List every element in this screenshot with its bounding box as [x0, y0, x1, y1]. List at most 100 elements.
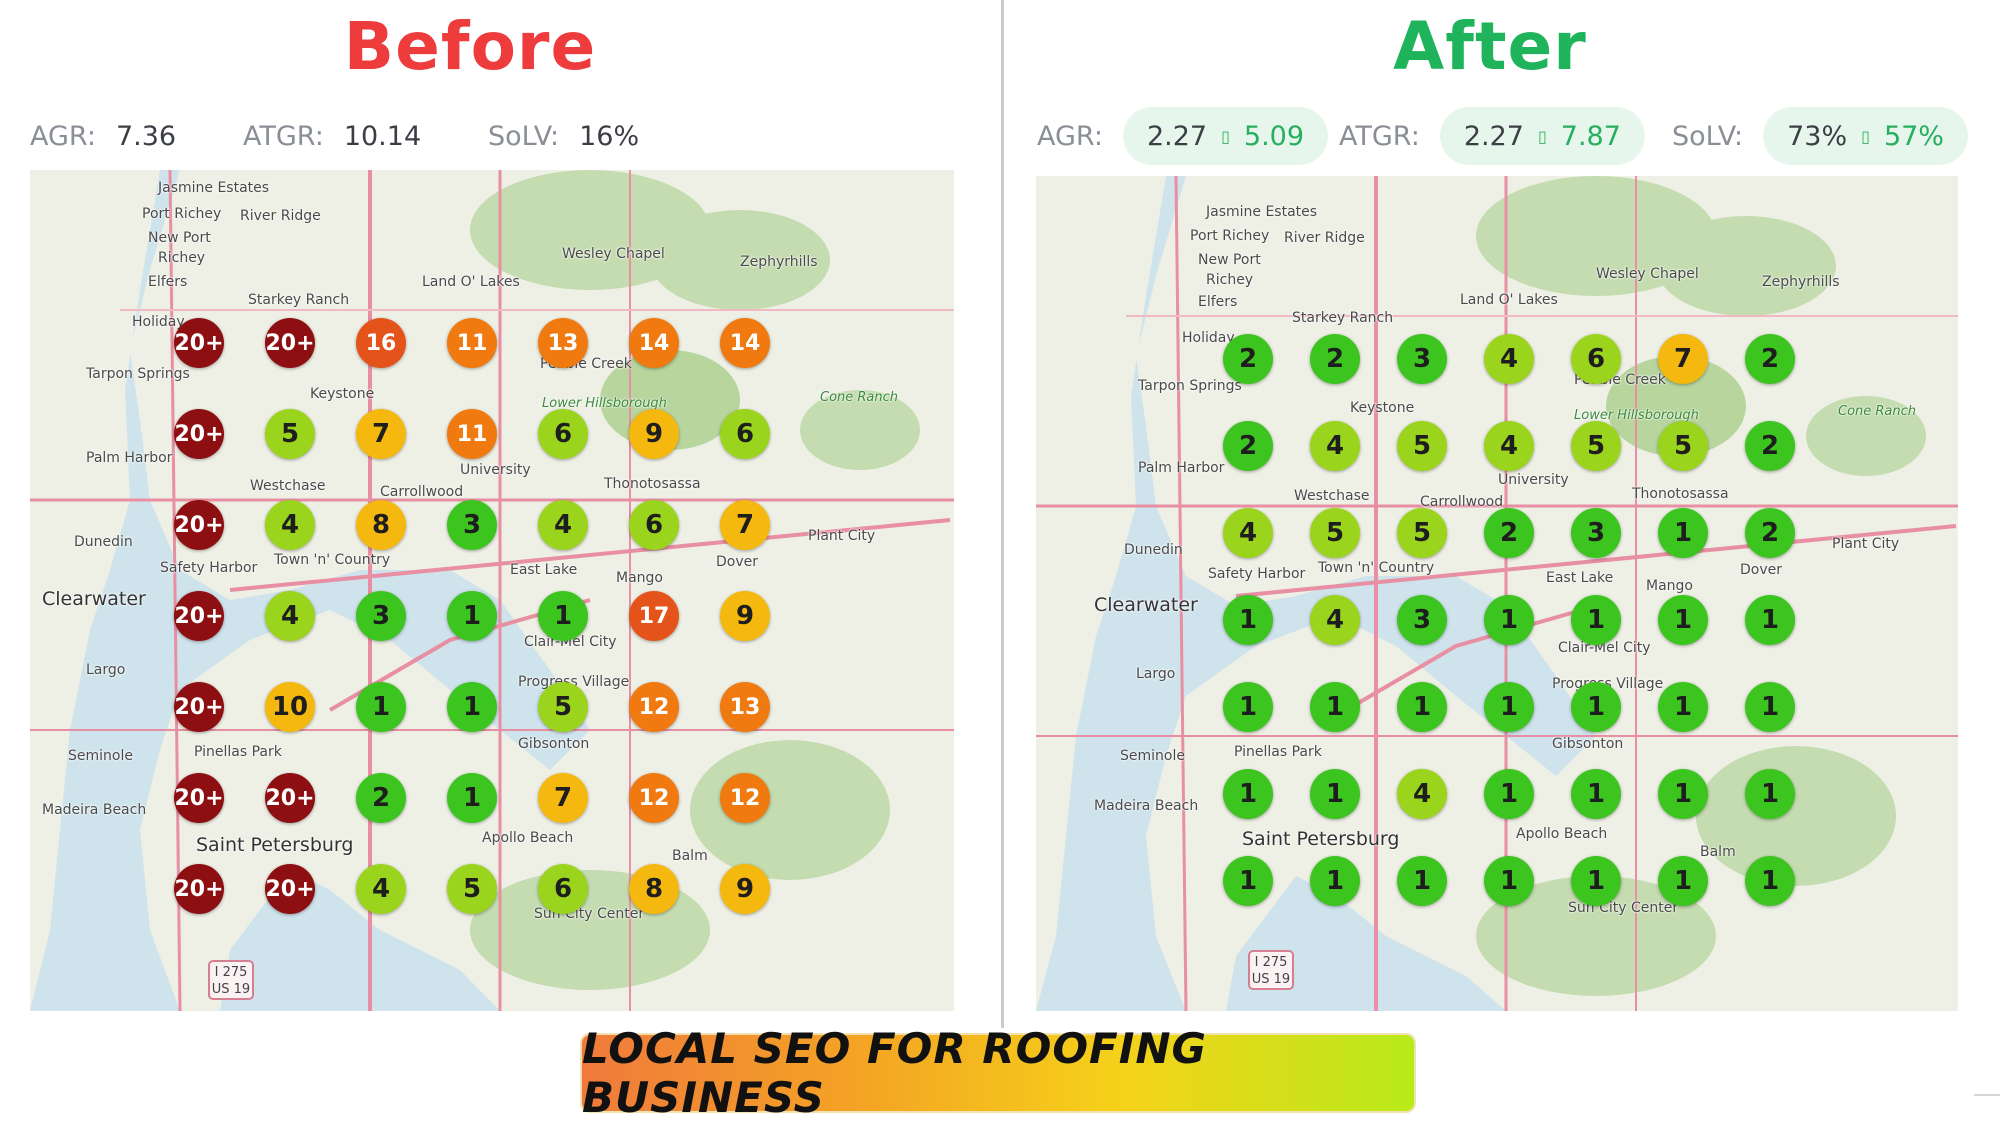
- rank-marker[interactable]: 13: [720, 682, 770, 732]
- rank-marker[interactable]: 4: [1484, 334, 1534, 384]
- rank-marker[interactable]: 5: [447, 864, 497, 914]
- rank-marker[interactable]: 1: [356, 682, 406, 732]
- rank-marker[interactable]: 4: [1223, 508, 1273, 558]
- rank-marker[interactable]: 2: [1310, 334, 1360, 384]
- rank-marker[interactable]: 5: [1658, 421, 1708, 471]
- rank-marker[interactable]: 7: [538, 773, 588, 823]
- rank-marker[interactable]: 1: [1223, 856, 1273, 906]
- rank-marker[interactable]: 1: [1397, 682, 1447, 732]
- rank-marker[interactable]: 20+: [174, 864, 224, 914]
- rank-marker[interactable]: 1: [1658, 769, 1708, 819]
- rank-marker[interactable]: 1: [1484, 682, 1534, 732]
- rank-marker[interactable]: 5: [538, 682, 588, 732]
- after-map[interactable]: Jasmine Estates Port Richey River Ridge …: [1036, 176, 1958, 1011]
- rank-marker[interactable]: 12: [629, 682, 679, 732]
- rank-marker[interactable]: 1: [1571, 769, 1621, 819]
- rank-marker[interactable]: 3: [356, 591, 406, 641]
- rank-marker[interactable]: 5: [1310, 508, 1360, 558]
- rank-marker[interactable]: 5: [1397, 508, 1447, 558]
- rank-marker[interactable]: 1: [1658, 856, 1708, 906]
- rank-marker[interactable]: 1: [1223, 682, 1273, 732]
- rank-marker[interactable]: 8: [356, 500, 406, 550]
- rank-marker[interactable]: 3: [447, 500, 497, 550]
- rank-marker[interactable]: 12: [629, 773, 679, 823]
- rank-marker[interactable]: 1: [1223, 595, 1273, 645]
- rank-marker[interactable]: 1: [1571, 682, 1621, 732]
- rank-marker[interactable]: 7: [720, 500, 770, 550]
- rank-marker[interactable]: 1: [1745, 769, 1795, 819]
- rank-marker[interactable]: 6: [629, 500, 679, 550]
- rank-marker[interactable]: 2: [1745, 508, 1795, 558]
- rank-marker[interactable]: 4: [265, 500, 315, 550]
- rank-marker[interactable]: 6: [1571, 334, 1621, 384]
- rank-marker[interactable]: 14: [720, 318, 770, 368]
- rank-marker[interactable]: 7: [1658, 334, 1708, 384]
- rank-marker[interactable]: 4: [356, 864, 406, 914]
- rank-marker[interactable]: 1: [1571, 856, 1621, 906]
- rank-marker[interactable]: 20+: [174, 318, 224, 368]
- rank-marker[interactable]: 13: [538, 318, 588, 368]
- rank-marker[interactable]: 5: [1397, 421, 1447, 471]
- rank-marker[interactable]: 20+: [174, 409, 224, 459]
- rank-marker[interactable]: 1: [1310, 856, 1360, 906]
- rank-marker[interactable]: 4: [1397, 769, 1447, 819]
- rank-marker[interactable]: 4: [1484, 421, 1534, 471]
- rank-marker[interactable]: 5: [1571, 421, 1621, 471]
- rank-marker[interactable]: 1: [1397, 856, 1447, 906]
- rank-marker[interactable]: 11: [447, 318, 497, 368]
- rank-marker[interactable]: 6: [538, 864, 588, 914]
- rank-marker[interactable]: 16: [356, 318, 406, 368]
- rank-marker[interactable]: 2: [1223, 421, 1273, 471]
- rank-marker[interactable]: 3: [1397, 595, 1447, 645]
- rank-marker[interactable]: 5: [265, 409, 315, 459]
- rank-marker[interactable]: 20+: [174, 682, 224, 732]
- rank-marker[interactable]: 1: [1745, 595, 1795, 645]
- rank-marker[interactable]: 20+: [265, 773, 315, 823]
- rank-marker[interactable]: 6: [538, 409, 588, 459]
- rank-marker[interactable]: 4: [1310, 595, 1360, 645]
- rank-marker[interactable]: 9: [720, 864, 770, 914]
- rank-marker[interactable]: 1: [1745, 682, 1795, 732]
- rank-marker[interactable]: 1: [1658, 595, 1708, 645]
- rank-marker[interactable]: 10: [265, 682, 315, 732]
- rank-marker[interactable]: 20+: [265, 864, 315, 914]
- rank-marker[interactable]: 4: [265, 591, 315, 641]
- rank-marker[interactable]: 1: [1484, 595, 1534, 645]
- rank-marker[interactable]: 1: [1310, 769, 1360, 819]
- rank-marker[interactable]: 14: [629, 318, 679, 368]
- rank-marker[interactable]: 20+: [174, 591, 224, 641]
- rank-marker[interactable]: 1: [1658, 508, 1708, 558]
- rank-marker[interactable]: 1: [1571, 595, 1621, 645]
- before-map[interactable]: Jasmine Estates Port Richey River Ridge …: [30, 170, 954, 1011]
- rank-marker[interactable]: 3: [1397, 334, 1447, 384]
- rank-marker[interactable]: 6: [720, 409, 770, 459]
- rank-marker[interactable]: 20+: [174, 500, 224, 550]
- rank-marker[interactable]: 2: [356, 773, 406, 823]
- rank-marker[interactable]: 1: [447, 682, 497, 732]
- rank-marker[interactable]: 20+: [265, 318, 315, 368]
- rank-marker[interactable]: 3: [1571, 508, 1621, 558]
- rank-marker[interactable]: 7: [356, 409, 406, 459]
- rank-marker[interactable]: 1: [447, 591, 497, 641]
- rank-marker[interactable]: 2: [1484, 508, 1534, 558]
- rank-marker[interactable]: 4: [538, 500, 588, 550]
- rank-marker[interactable]: 17: [629, 591, 679, 641]
- rank-marker[interactable]: 1: [1658, 682, 1708, 732]
- rank-marker[interactable]: 2: [1745, 421, 1795, 471]
- rank-marker[interactable]: 1: [1223, 769, 1273, 819]
- rank-marker[interactable]: 12: [720, 773, 770, 823]
- rank-marker[interactable]: 1: [1484, 856, 1534, 906]
- rank-marker[interactable]: 4: [1310, 421, 1360, 471]
- rank-marker[interactable]: 1: [1745, 856, 1795, 906]
- rank-marker[interactable]: 2: [1223, 334, 1273, 384]
- rank-marker[interactable]: 9: [720, 591, 770, 641]
- rank-marker[interactable]: 11: [447, 409, 497, 459]
- rank-marker[interactable]: 9: [629, 409, 679, 459]
- rank-marker[interactable]: 1: [447, 773, 497, 823]
- rank-marker[interactable]: 2: [1745, 334, 1795, 384]
- rank-marker[interactable]: 20+: [174, 773, 224, 823]
- rank-marker[interactable]: 8: [629, 864, 679, 914]
- rank-marker[interactable]: 1: [538, 591, 588, 641]
- rank-marker[interactable]: 1: [1310, 682, 1360, 732]
- rank-marker[interactable]: 1: [1484, 769, 1534, 819]
